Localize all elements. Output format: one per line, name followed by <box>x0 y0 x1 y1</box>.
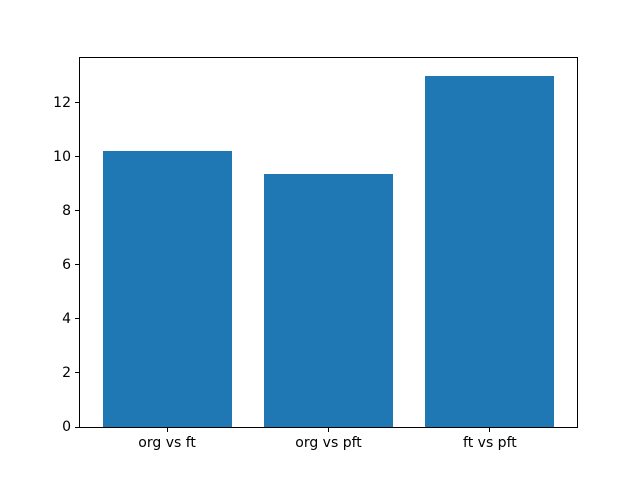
y-tick-mark <box>75 372 79 374</box>
y-tick-label: 8 <box>62 202 71 219</box>
x-tick-mark <box>166 428 168 432</box>
plot-area-border <box>79 57 578 428</box>
y-tick-label: 10 <box>53 148 71 165</box>
y-tick-mark <box>75 102 79 104</box>
y-tick-mark <box>75 210 79 212</box>
y-tick-label: 2 <box>62 364 71 381</box>
y-tick-label: 4 <box>62 310 71 327</box>
x-tick-mark <box>328 428 329 432</box>
y-tick-label: 12 <box>53 94 71 111</box>
bar-ft-vs-pft <box>425 75 555 427</box>
x-tick-label-org-vs-ft: org vs ft <box>138 435 196 451</box>
x-tick-mark <box>489 428 491 432</box>
y-tick-label: 0 <box>62 419 71 435</box>
x-tick-label-ft-vs-pft: ft vs pft <box>463 435 517 451</box>
y-tick-mark <box>75 318 79 320</box>
y-tick-label: 6 <box>62 256 71 273</box>
bar-org-vs-pft <box>264 174 394 427</box>
y-tick-mark <box>75 156 79 158</box>
y-tick-mark <box>75 264 79 266</box>
bar-org-vs-ft <box>102 151 232 427</box>
x-tick-label-org-vs-pft: org vs pft <box>295 435 362 451</box>
y-tick-mark <box>75 426 79 428</box>
